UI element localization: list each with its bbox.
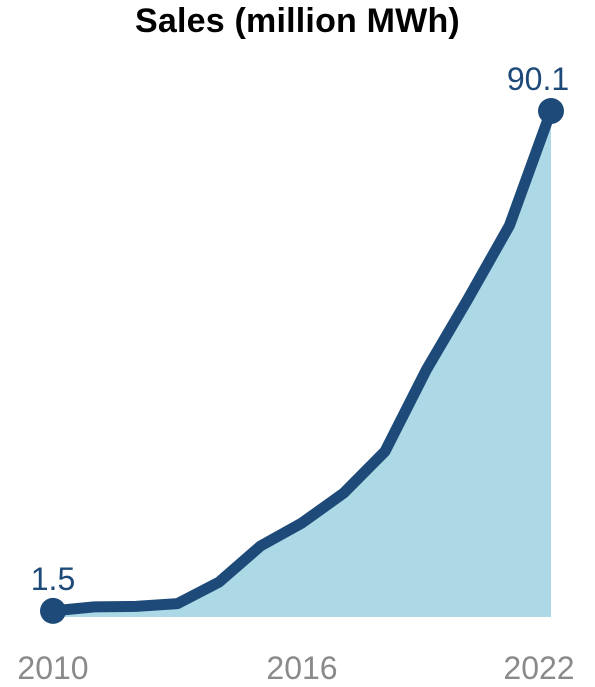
series-line [47,105,557,617]
x-tick-label-2022: 2022 [503,650,574,686]
x-tick-label-2010: 2010 [17,650,88,686]
x-tick-label-2016: 2016 [266,650,337,686]
data-point-2022 [538,97,564,124]
data-label-2022: 90.1 [507,61,569,97]
data-point-2010 [40,597,66,624]
chart-title: Sales (million MWh) [135,2,460,40]
data-label-2010: 1.5 [31,561,75,597]
area-fill [53,111,551,617]
